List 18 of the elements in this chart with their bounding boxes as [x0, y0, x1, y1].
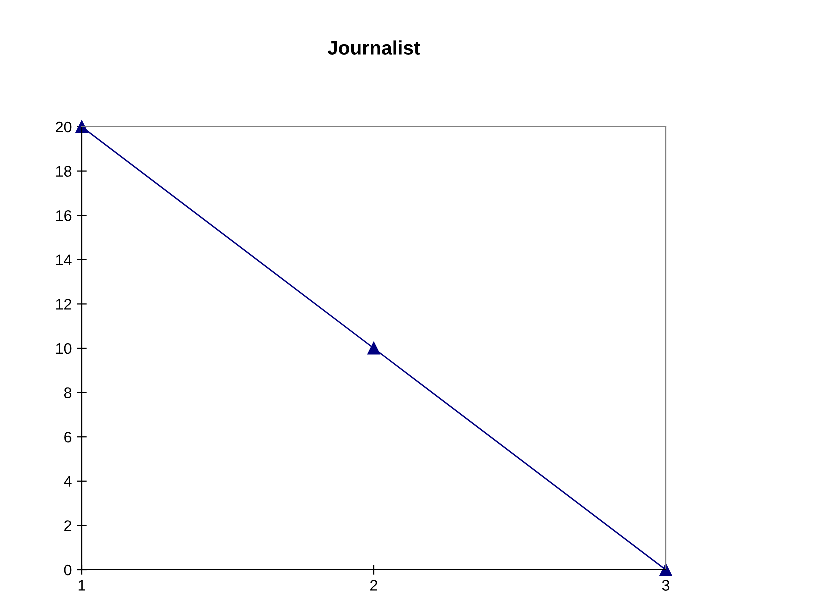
y-tick-label: 2	[64, 520, 72, 532]
y-tick-label: 18	[56, 166, 72, 177]
y-tick-label: 14	[56, 254, 72, 266]
point	[368, 342, 380, 355]
chart-title: Journalist	[328, 40, 420, 55]
y-tick-label: 6	[64, 432, 72, 443]
x-tick-label: 2	[370, 580, 378, 591]
y-tick-label: 20	[56, 122, 72, 133]
y-tick-label: 16	[56, 210, 72, 222]
y-tick-label: 8	[64, 388, 72, 398]
y-tick-label: 4	[64, 476, 72, 487]
x-tick-label: 3	[662, 580, 670, 591]
point	[76, 120, 88, 134]
y-tick-label: 0	[64, 564, 72, 576]
x-tick-label: 1	[78, 580, 86, 591]
y-tick-label: 12	[56, 299, 72, 310]
y-tick-label: 10	[56, 343, 72, 354]
point	[660, 564, 672, 576]
